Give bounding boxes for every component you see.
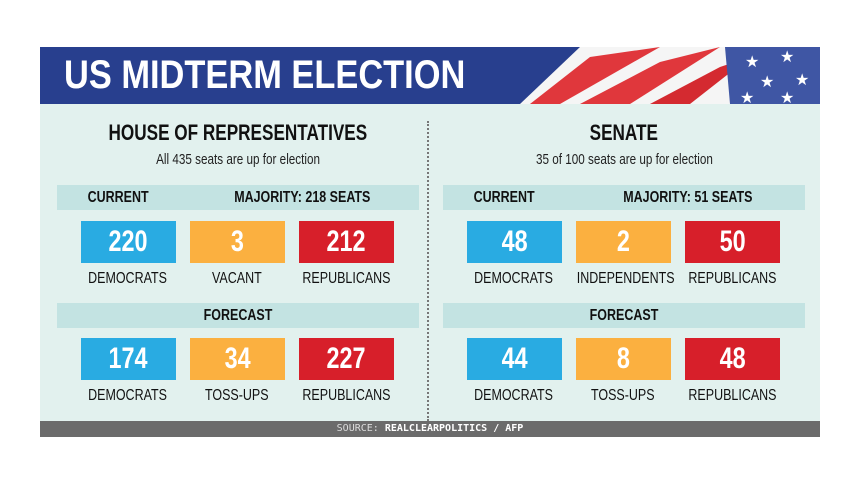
republicans-value: 212: [299, 221, 394, 263]
republicans-forecast-value: 48: [685, 338, 780, 380]
house-current-bar: CURRENT MAJORITY: 218 SEATS: [57, 185, 419, 210]
independents-value: 2: [576, 221, 671, 263]
democrats-value: 220: [81, 221, 176, 263]
page-title: US MIDTERM ELECTION: [64, 53, 466, 97]
senate-current-bar: CURRENT MAJORITY: 51 SEATS: [443, 185, 805, 210]
vacant-label: VACANT: [212, 270, 262, 287]
democrats-forecast-value: 44: [467, 338, 562, 380]
majority-label: MAJORITY: 218 SEATS: [233, 189, 371, 206]
svg-text:★: ★: [780, 49, 794, 66]
republicans-label: REPUBLICANS: [687, 270, 777, 287]
house-forecast-bar: FORECAST: [57, 303, 419, 328]
source-footer: SOURCE: REALCLEARPOLITICS / AFP: [40, 421, 820, 437]
democrats-forecast-label: DEMOCRATS: [474, 387, 554, 404]
svg-text:★: ★: [740, 90, 754, 104]
vacant-value: 3: [190, 221, 285, 263]
house-title: HOUSE OF REPRESENTATIVES: [108, 120, 368, 145]
tossups-forecast-value: 8: [576, 338, 671, 380]
majority-label: MAJORITY: 51 SEATS: [623, 189, 753, 206]
current-label: CURRENT: [473, 189, 535, 206]
senate-subtitle: 35 of 100 seats are up for election: [535, 151, 713, 168]
democrats-label: DEMOCRATS: [474, 270, 554, 287]
header-banner: US MIDTERM ELECTION ★ ★ ★ ★ ★ ★: [40, 47, 820, 104]
house-section: HOUSE OF REPRESENTATIVES All 435 seats a…: [57, 104, 419, 421]
us-flag-image: ★ ★★ ★★ ★: [520, 47, 820, 104]
republicans-forecast-label: REPUBLICANS: [687, 387, 777, 404]
house-subtitle: All 435 seats are up for election: [156, 151, 320, 168]
tossups-forecast-label: TOSS-UPS: [591, 387, 655, 404]
independents-label: INDEPENDENTS: [576, 270, 675, 287]
tossups-forecast-label: TOSS-UPS: [205, 387, 269, 404]
democrats-value: 48: [467, 221, 562, 263]
svg-text:★: ★: [760, 74, 774, 91]
republicans-forecast-label: REPUBLICANS: [301, 387, 391, 404]
democrats-label: DEMOCRATS: [88, 270, 168, 287]
republicans-forecast-value: 227: [299, 338, 394, 380]
source-prefix: SOURCE:: [336, 423, 379, 434]
democrats-forecast-value: 174: [81, 338, 176, 380]
column-divider: [427, 121, 429, 421]
senate-forecast-bar: FORECAST: [443, 303, 805, 328]
democrats-forecast-label: DEMOCRATS: [88, 387, 168, 404]
current-label: CURRENT: [87, 189, 149, 206]
infographic: US MIDTERM ELECTION ★ ★ ★ ★ ★ ★ HOUSE OF REPR…: [40, 47, 820, 437]
source-text: REALCLEARPOLITICS / AFP: [384, 423, 524, 434]
svg-text:★: ★: [795, 72, 809, 89]
svg-text:★: ★: [745, 54, 759, 71]
forecast-label: FORECAST: [203, 307, 273, 324]
forecast-label: FORECAST: [589, 307, 659, 324]
svg-text:★: ★: [780, 90, 794, 104]
republicans-value: 50: [685, 221, 780, 263]
republicans-label: REPUBLICANS: [301, 270, 391, 287]
senate-section: SENATE 35 of 100 seats are up for electi…: [443, 104, 805, 421]
senate-title: SENATE: [589, 120, 659, 145]
tossups-forecast-value: 34: [190, 338, 285, 380]
